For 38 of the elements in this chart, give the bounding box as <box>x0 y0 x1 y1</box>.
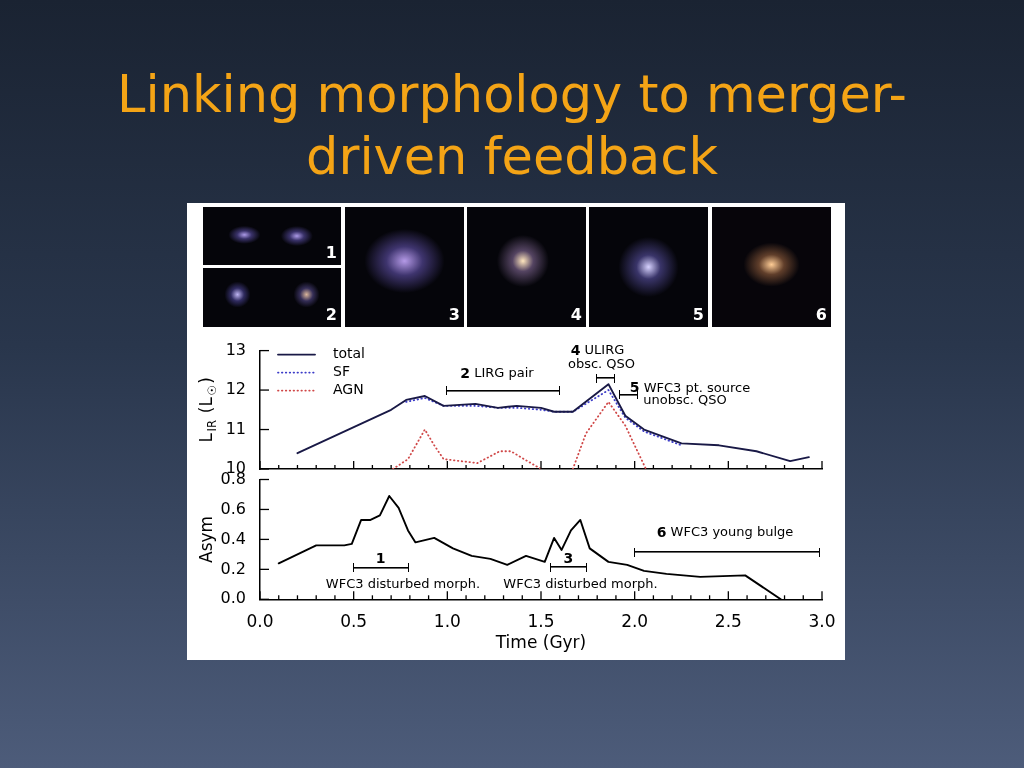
text: 6 <box>815 305 827 324</box>
annotation: 5 <box>629 379 640 396</box>
annotation: obsc. QSO <box>567 355 636 371</box>
annotation: 6 WFC3 young bulge <box>656 523 794 540</box>
x-axis-title: Time (Gyr) <box>494 632 587 653</box>
x-tick-label: 2.5 <box>714 610 742 631</box>
x-tick-label: 1.0 <box>433 610 461 631</box>
text: LIRG pair <box>474 365 534 381</box>
x-tick-label: 1.5 <box>527 610 555 631</box>
x-tick-label: 0.5 <box>340 610 368 631</box>
legend-label: SF <box>333 363 350 380</box>
legend-label: total <box>333 345 366 362</box>
text: 1 <box>325 243 337 262</box>
y-axis-title: Asym <box>196 515 217 563</box>
annotation: 1 <box>375 549 386 566</box>
annotation: 3 <box>563 549 574 566</box>
y-tick-label: 11 <box>225 418 246 438</box>
annotation: WFC3 disturbed morph. <box>503 576 658 592</box>
annotation: 4 <box>570 341 581 358</box>
text: 2 <box>325 305 337 324</box>
annotation: 2 <box>460 364 471 381</box>
y-tick-label: 0.4 <box>220 528 246 548</box>
y-tick-label: 13 <box>225 339 246 359</box>
y-tick-label: 0.6 <box>220 498 246 518</box>
x-tick-label: 0.0 <box>246 610 274 631</box>
text: 5 <box>692 305 704 324</box>
x-tick-label: 2.0 <box>621 610 649 631</box>
y-tick-label: 0.2 <box>220 558 246 578</box>
text: ULIRG <box>584 342 625 358</box>
x-tick-label: 3.0 <box>808 610 836 631</box>
annotation: WFC3 disturbed morph. <box>325 576 481 592</box>
legend-label: AGN <box>333 381 364 398</box>
text: 4 <box>570 305 582 324</box>
y-axis-title: LIR (L☉) <box>196 377 220 443</box>
y-tick-label: 12 <box>225 379 246 399</box>
text: 3 <box>448 305 460 324</box>
y-tick-label: 0.0 <box>220 588 246 608</box>
chart-title: Linking morphology to merger-driven feedback <box>116 64 908 188</box>
